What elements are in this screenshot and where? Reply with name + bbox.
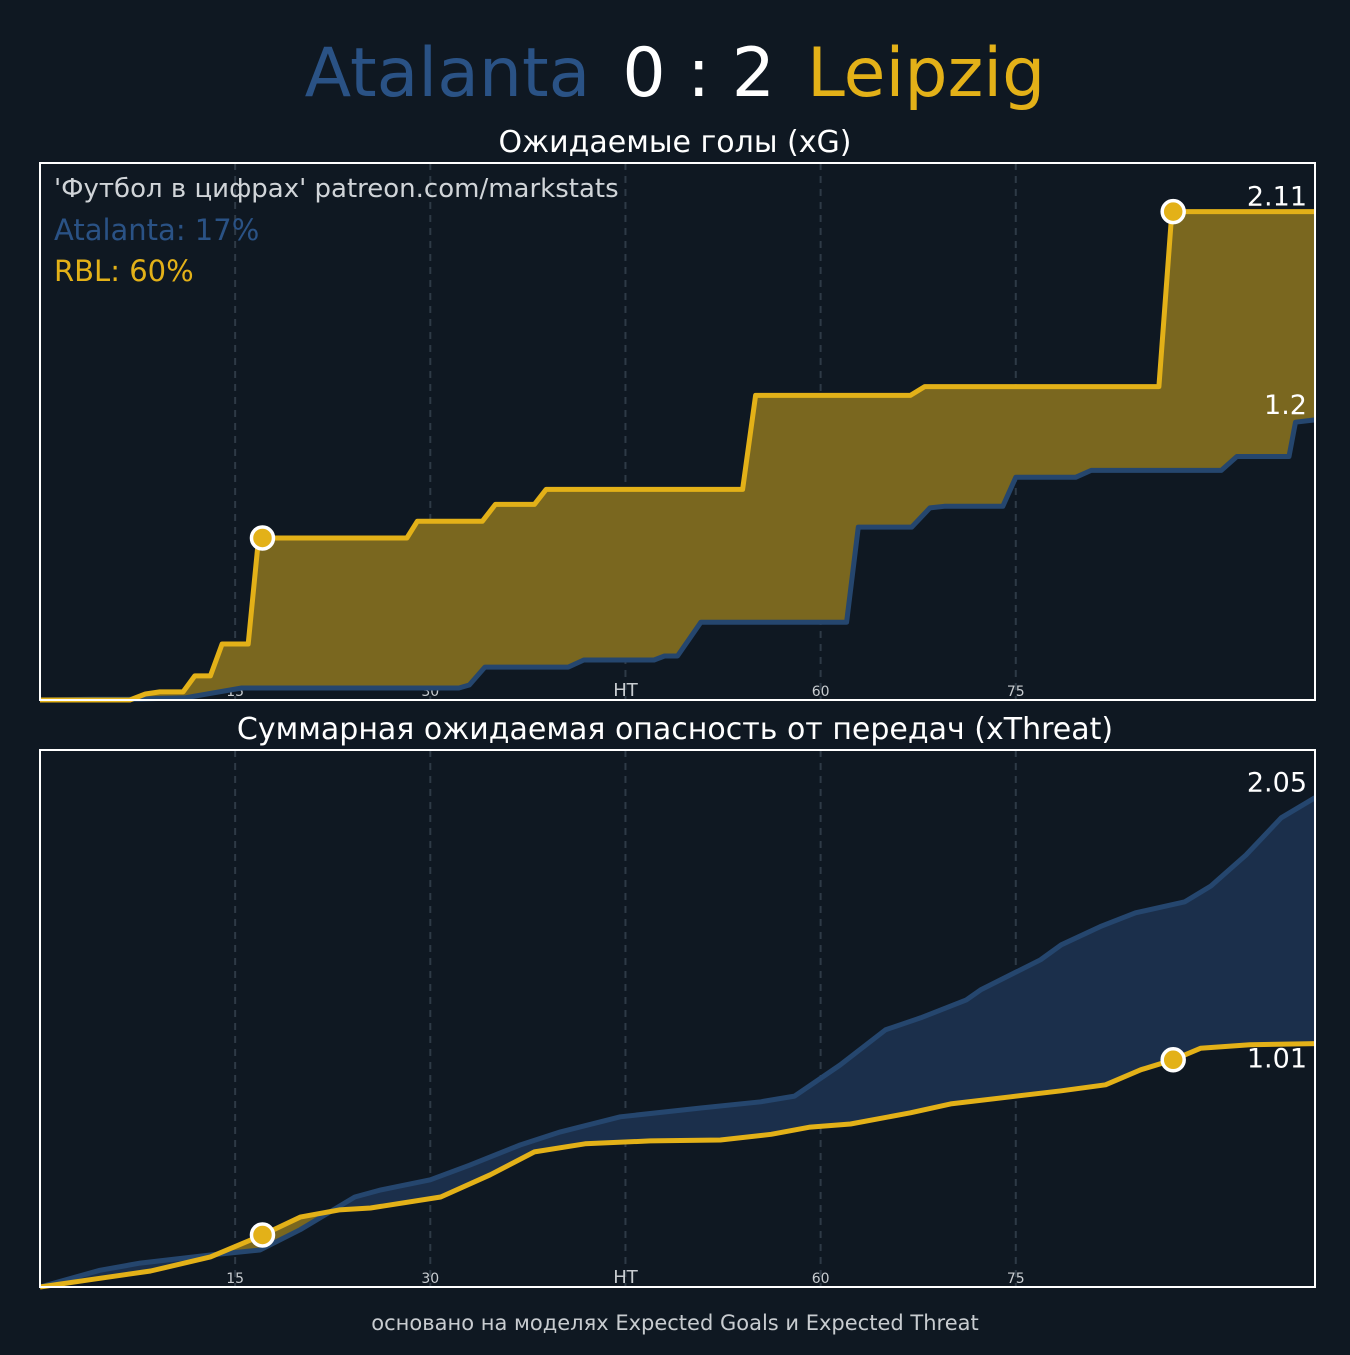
final-value-label: 1.2: [1264, 390, 1307, 421]
goal-marker: [249, 1222, 276, 1248]
rbl-line: [40, 209, 1315, 703]
rbl-line: [39, 1041, 1316, 1290]
x-tick-label: 75: [1007, 1271, 1025, 1287]
footer-note: основано на моделях Expected Goals и Exp…: [371, 1311, 978, 1335]
atalanta-line: [39, 795, 1317, 1290]
match-title: Atalanta 0 : 2 Leipzig: [305, 34, 1046, 113]
x-tick-label: 60: [812, 1271, 830, 1287]
home-win-prob: Atalanta: 17%: [54, 213, 259, 247]
x-tick-label: 30: [421, 1271, 439, 1287]
xt-chart-title: Суммарная ожидаемая опасность от передач…: [237, 712, 1113, 747]
away-win-prob: RBL: 60%: [54, 254, 194, 288]
x-tick-label: HT: [613, 1267, 639, 1288]
x-tick-label: 75: [1007, 684, 1025, 700]
final-value-label: 2.11: [1247, 182, 1307, 213]
goal-marker: [249, 525, 276, 551]
plot-frame: [39, 749, 1316, 1288]
goal-marker: [1160, 1047, 1186, 1073]
home-team: Atalanta: [305, 34, 591, 113]
final-value-label: 2.05: [1247, 768, 1307, 799]
x-tick-label: 60: [812, 684, 830, 700]
away-team: Leipzig: [807, 34, 1045, 113]
plot-frame: [39, 162, 1316, 701]
final-value-label: 1.01: [1247, 1044, 1307, 1075]
x-tick-label: HT: [613, 680, 639, 701]
credit-text: 'Футбол в цифрах' patreon.com/markstats: [54, 174, 619, 204]
x-tick-label: 15: [226, 1271, 244, 1287]
xg-chart-title: Ожидаемые голы (xG): [499, 125, 852, 160]
atalanta-line: [39, 417, 1316, 703]
score: 0 : 2: [622, 34, 775, 113]
goal-marker: [1160, 198, 1186, 225]
